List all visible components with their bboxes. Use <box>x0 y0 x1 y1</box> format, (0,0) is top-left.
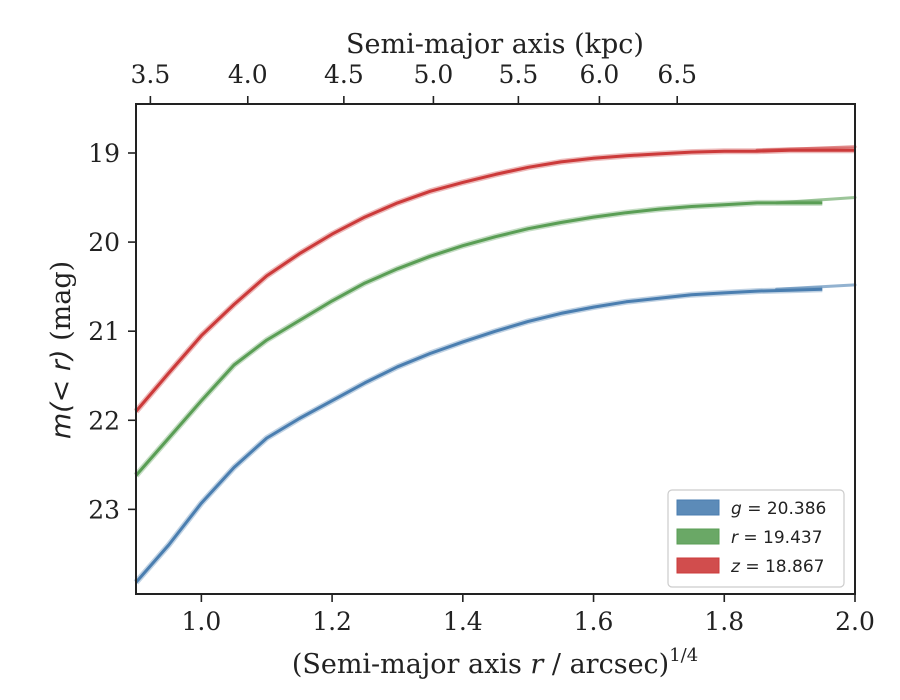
y-axis-label-math: m(< r) <box>46 349 77 439</box>
ticks-layer: 1.0 1.2 1.4 1.6 1.8 2.0 3.5 4.0 4.5 5.0 5.5 6.0 6.5 1… <box>88 60 875 636</box>
x2-tick-label: 4.5 <box>324 60 364 89</box>
x2-tick-label: 5.0 <box>414 60 454 89</box>
series-g-line <box>134 287 823 584</box>
x-axis-label-suffix: / arcsec) <box>543 649 669 680</box>
series-z <box>133 145 857 414</box>
legend-swatch <box>676 557 720 574</box>
series-z-band <box>133 147 855 414</box>
legend: g = 20.386 r = 19.437 z = 18.867 <box>667 489 845 588</box>
legend-label: r = 19.437 <box>731 528 823 548</box>
legend-swatch <box>676 528 720 545</box>
x-tick-label: 1.0 <box>181 607 221 636</box>
x-axis-label-var: r <box>530 649 545 680</box>
x-axis-label-exp: 1/4 <box>669 645 698 666</box>
x-tick-label: 1.2 <box>312 607 352 636</box>
x-tick-label: 1.4 <box>443 607 483 636</box>
y-tick-label: 21 <box>88 317 120 346</box>
y-tick-label: 19 <box>88 139 120 168</box>
legend-swatch <box>676 499 720 516</box>
legend-item-z: z = 18.867 <box>676 557 824 577</box>
x2-tick-label: 5.5 <box>498 60 538 89</box>
plot-frame <box>135 103 856 595</box>
legend-item-g: g = 20.386 <box>676 499 826 519</box>
x2-tick-label: 6.5 <box>657 60 697 89</box>
x-axis-label: (Semi-major axis r / arcsec)1/4 <box>292 645 698 680</box>
series-r <box>133 196 857 478</box>
x-axis-label-prefix: (Semi-major axis <box>292 649 531 680</box>
x2-tick-label: 4.0 <box>228 60 268 89</box>
y-axis-label: m(< r) (mag) <box>46 261 77 439</box>
series-g-extension <box>775 283 857 291</box>
series-r-line <box>134 201 823 477</box>
legend-item-r: r = 19.437 <box>676 528 823 548</box>
y-tick-label: 23 <box>88 495 120 524</box>
y-tick-label: 20 <box>88 228 120 257</box>
x2-tick-label: 6.0 <box>580 60 620 89</box>
x-tick-label: 1.8 <box>704 607 744 636</box>
y-tick-label: 22 <box>88 406 120 435</box>
y-axis-label-unit: (mag) <box>46 261 77 350</box>
x2-axis-label: Semi-major axis (kpc) <box>346 29 644 60</box>
x-tick-label: 2.0 <box>835 607 875 636</box>
legend-label: g = 20.386 <box>731 499 826 519</box>
series-z-line <box>134 148 855 413</box>
x-tick-label: 1.6 <box>574 607 614 636</box>
series-g <box>133 283 857 585</box>
legend-label: z = 18.867 <box>730 557 824 577</box>
x2-tick-label: 3.5 <box>130 60 170 89</box>
series-layer <box>133 145 857 585</box>
